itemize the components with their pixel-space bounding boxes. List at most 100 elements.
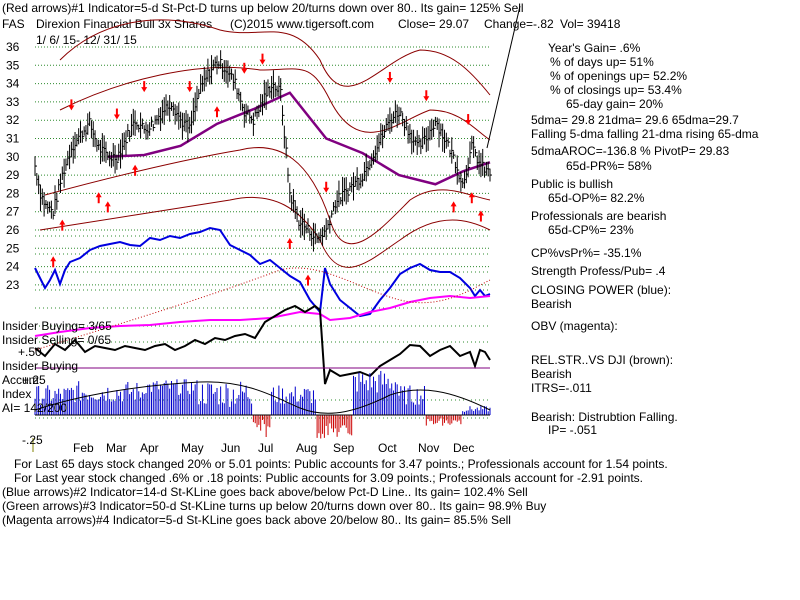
accum-label: Accum xyxy=(2,373,39,387)
plus-50-label: +.50 xyxy=(18,345,42,359)
lower-band-line xyxy=(39,196,491,268)
insider-buying-label: Insider Buying= 3/65 xyxy=(2,319,112,333)
buy-arrow-head xyxy=(305,274,311,280)
pr-65d: 65d-PR%= 58% xyxy=(566,159,652,173)
buy-arrow-head xyxy=(450,201,457,207)
sell-arrow-head xyxy=(141,87,148,93)
x-axis-labels: Feb Mar Apr May Jun Jul Aug Sep Oct Nov Dec xyxy=(73,441,474,455)
rel-strength-line xyxy=(34,304,491,385)
sell-arrow-head xyxy=(113,114,120,120)
y-tick-label: 31 xyxy=(6,132,20,146)
buy-arrow-head xyxy=(286,237,293,243)
x-tick-label: Sep xyxy=(333,441,355,455)
x-tick-label: Nov xyxy=(418,441,439,455)
y-tick-label: 35 xyxy=(6,58,20,72)
copyright: (C)2015 www.tigersoft.com xyxy=(230,17,374,31)
pct-days-up: % of days up= 51% xyxy=(550,55,654,69)
price-bands xyxy=(39,19,491,268)
x-tick-label: Aug xyxy=(296,441,317,455)
buy-arrow-head xyxy=(468,192,475,198)
closing-power-line xyxy=(34,226,491,318)
closing-power-status: Bearish xyxy=(531,297,572,311)
strength-ratio: Strength Profess/Pub= .4 xyxy=(531,264,666,278)
buy-arrow-head xyxy=(95,192,102,198)
y-tick-label: 36 xyxy=(6,40,20,54)
buy-arrow-head xyxy=(59,219,66,225)
sell-arrow-head xyxy=(323,187,330,193)
obv-label: OBV (magenta): xyxy=(531,319,618,333)
years-gain: Year's Gain= .6% xyxy=(548,41,641,55)
pct-openings-up: % of openings up= 52.2% xyxy=(550,69,687,83)
footer-line-5: (Magenta arrows)#4 Indicator=5-d St-KLin… xyxy=(2,513,511,527)
symbol: FAS xyxy=(2,17,25,31)
ma65-line xyxy=(107,91,491,186)
y-tick-label: 25 xyxy=(6,241,20,255)
minus-25-label: -.25 xyxy=(22,433,43,447)
date-range: 1/ 6/ 15- 12/ 31/ 15 xyxy=(36,33,137,47)
x-tick-label: Mar xyxy=(106,441,127,455)
accum-status: Bearish: Distrubtion Falling. xyxy=(531,410,678,424)
y-axis-labels: 23 24 25 26 27 28 29 30 31 32 33 34 35 36 xyxy=(6,40,20,292)
pct-closings-up: % of closings up= 53.4% xyxy=(550,83,682,97)
y-tick-label: 28 xyxy=(6,186,20,200)
itrs-value: ITRS=-.011 xyxy=(531,381,592,395)
x-tick-label: Feb xyxy=(73,441,94,455)
public-status: Public is bullish xyxy=(531,177,613,191)
insider-buying-label-2: Insider Buying xyxy=(2,359,78,373)
y-tick-label: 33 xyxy=(6,95,20,109)
accumulation-histogram xyxy=(34,370,491,439)
buy-arrow-head xyxy=(132,164,139,170)
index-label: Index xyxy=(2,387,31,401)
plus-25-label: +.25 xyxy=(22,373,46,387)
sell-arrow-head xyxy=(186,87,193,93)
y-tick-label: 34 xyxy=(6,77,20,91)
y-tick-label: 26 xyxy=(6,223,20,237)
ma-direction: Falling 5-dma falling 21-dma rising 65-d… xyxy=(531,127,759,141)
y-tick-label: 23 xyxy=(6,278,20,292)
x-tick-label: Jun xyxy=(221,441,240,455)
accum-ma-line xyxy=(34,381,491,414)
close-value: Close= 29.07 xyxy=(398,17,469,31)
sell-arrow-head xyxy=(386,77,393,83)
professionals-status: Professionals are bearish xyxy=(531,209,666,223)
dotted-envelope-line xyxy=(34,267,491,351)
x-tick-label: Oct xyxy=(378,441,397,455)
footer-line-1: For Last 65 days stock changed 20% or 5.… xyxy=(14,457,668,471)
footer-line-4: (Green arrows)#3 Indicator=50-d St-KLine… xyxy=(2,499,546,513)
x-tick-label: Jul xyxy=(258,441,273,455)
sell-arrow-head xyxy=(241,68,248,74)
y-tick-label: 27 xyxy=(6,205,20,219)
buy-arrow-head xyxy=(214,106,220,112)
sell-arrow-head xyxy=(465,120,472,126)
closing-power-label: CLOSING POWER (blue): xyxy=(531,283,671,297)
x-tick-label: Apr xyxy=(140,441,159,455)
pointer-line xyxy=(486,5,521,149)
ip-value: IP= -.051 xyxy=(548,423,597,437)
upper-band-line xyxy=(59,19,491,96)
rel-strength-status: Bearish xyxy=(531,367,572,381)
obv-line xyxy=(34,294,491,337)
y-tick-label: 29 xyxy=(6,168,20,182)
rel-strength-label: REL.STR..VS DJI (brown): xyxy=(531,353,673,367)
sell-arrow-head xyxy=(68,105,75,111)
sell-arrow-head xyxy=(423,96,430,102)
y-tick-label: 30 xyxy=(6,150,20,164)
aroc-pivot: 5dmaAROC=-136.8 % PivotP= 29.83 xyxy=(531,144,729,158)
signal-arrows xyxy=(50,53,484,286)
price-bars xyxy=(34,50,492,252)
sell-arrow-head xyxy=(259,59,266,65)
buy-arrow-head xyxy=(477,210,484,216)
cp-vs-pr: CP%vsPr%= -35.1% xyxy=(531,246,642,260)
footer-line-3: (Blue arrows)#2 Indicator=14-d St-KLine … xyxy=(2,485,528,499)
buy-arrow-head xyxy=(50,256,57,262)
y-tick-label: 24 xyxy=(6,260,20,274)
y-tick-label: 32 xyxy=(6,113,20,127)
change-value: Change=-.82 xyxy=(484,17,554,31)
buy-arrow-head xyxy=(104,201,111,207)
op-65d: 65d-OP%= 82.2% xyxy=(548,191,645,205)
moving-averages: 5dma= 29.8 21dma= 29.6 65dma=29.7 xyxy=(531,113,739,127)
volume-value: Vol= 39418 xyxy=(560,17,621,31)
insider-selling-label: Insider Selling= 0/65 xyxy=(2,333,111,347)
x-tick-label: May xyxy=(181,441,204,455)
